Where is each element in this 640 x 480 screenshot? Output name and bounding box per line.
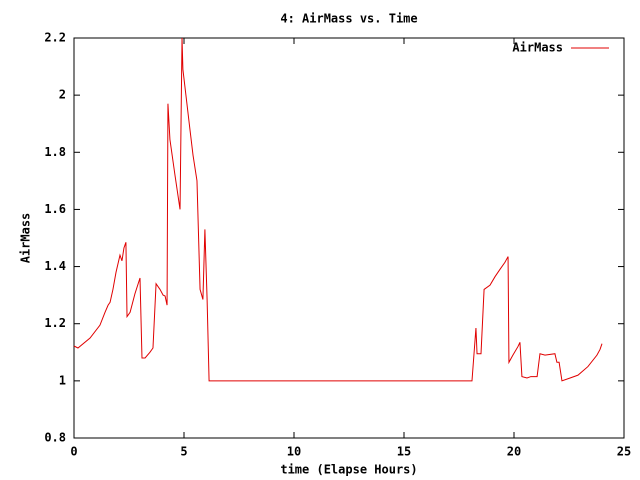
y-tick-label: 1.6: [44, 202, 66, 216]
x-tick-label: 0: [70, 445, 77, 459]
y-tick-label: 1: [59, 373, 66, 387]
y-tick-label: 2.2: [44, 31, 66, 45]
plot-frame: [73, 37, 625, 439]
y-axis-label: AirMass: [19, 213, 33, 264]
y-tick-label: 1.8: [44, 145, 66, 159]
x-tick-label: 5: [180, 445, 187, 459]
x-tick-label: 25: [617, 445, 631, 459]
x-tick-label: 15: [397, 445, 411, 459]
chart-title: 4: AirMass vs. Time: [280, 12, 417, 26]
y-tick-label: 2: [59, 88, 66, 102]
y-tick-label: 1.4: [44, 259, 66, 273]
data-line: [73, 37, 603, 382]
y-tick-label: 1.2: [44, 316, 66, 330]
y-tick-label: 0.8: [44, 431, 66, 445]
legend-label: AirMass: [512, 41, 563, 55]
x-tick-label: 20: [507, 445, 521, 459]
x-axis-label: time (Elapse Hours): [280, 463, 417, 477]
x-tick-label: 10: [287, 445, 301, 459]
